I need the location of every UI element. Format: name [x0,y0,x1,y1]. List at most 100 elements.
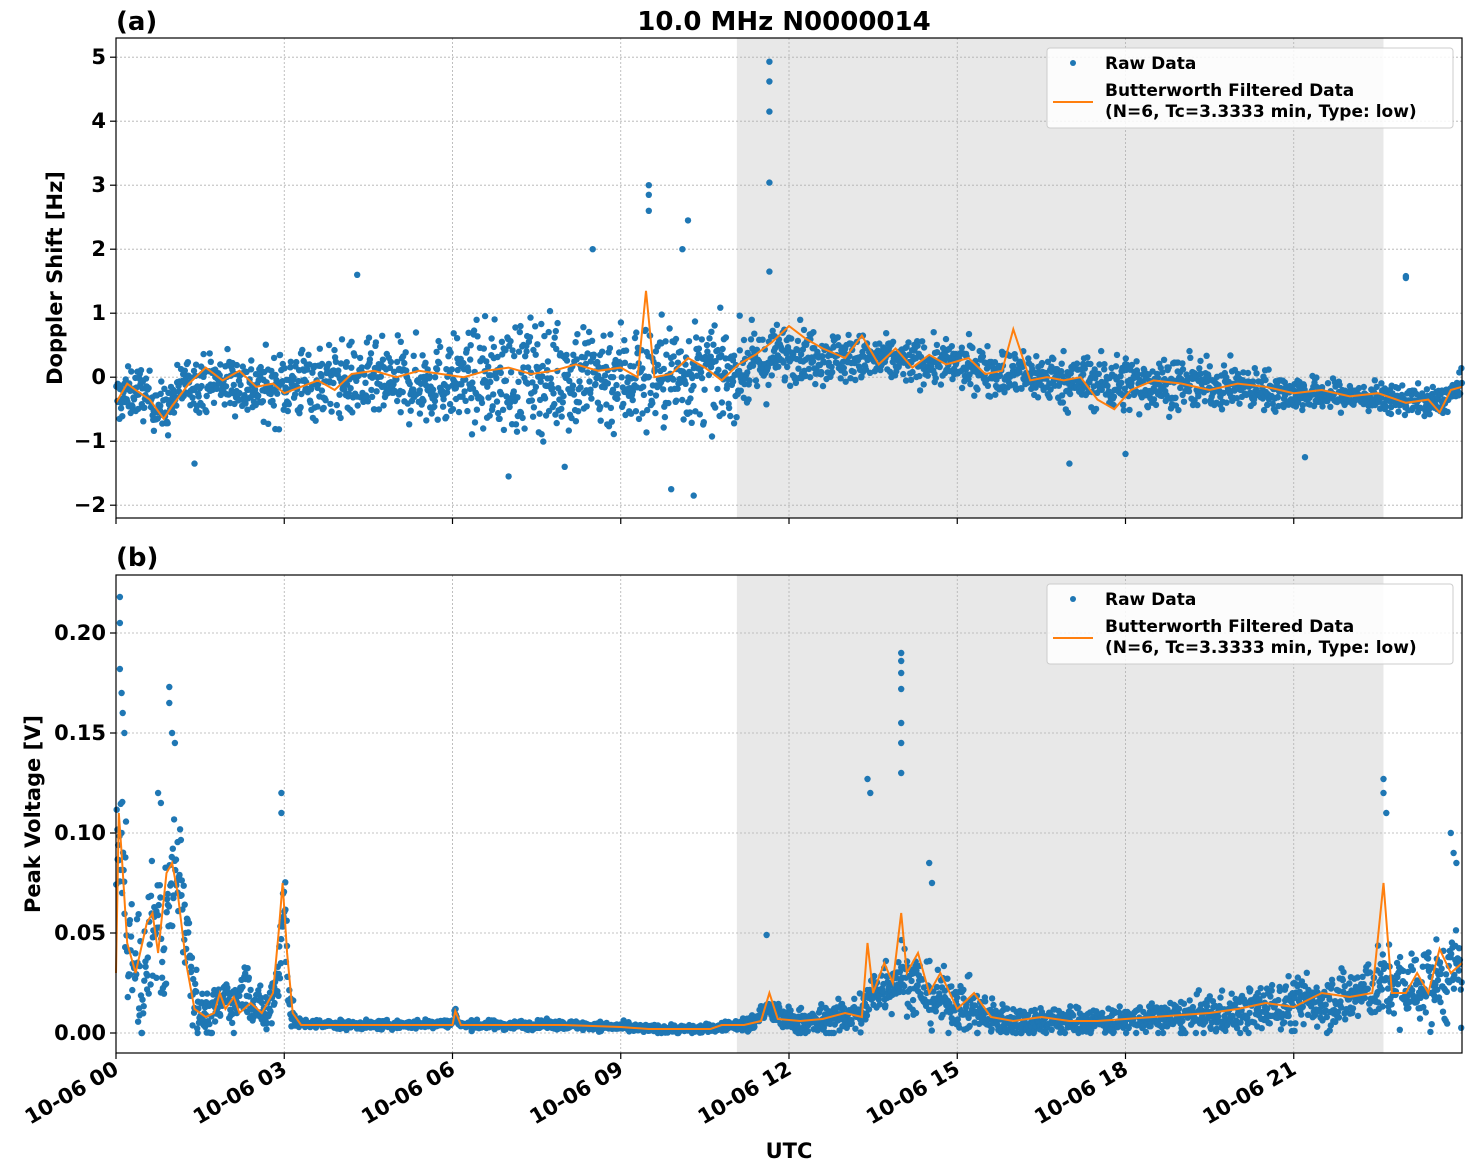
raw-point [564,371,571,378]
raw-point [841,369,848,377]
raw-point [354,402,361,409]
raw-point [719,345,726,353]
raw-point [930,329,937,336]
raw-point [480,425,487,432]
raw-point-outlier [766,58,773,65]
y-tick-label: −2 [74,493,106,517]
raw-point [538,431,545,438]
raw-point [563,351,570,359]
raw-point [613,381,620,389]
raw-point [768,372,775,379]
raw-point [420,397,427,405]
raw-point [705,371,713,379]
raw-point [184,359,192,366]
raw-point [769,327,776,334]
raw-point [327,400,334,408]
raw-point [172,856,180,863]
raw-point [140,418,147,425]
raw-point [512,421,520,428]
raw-point [122,818,130,825]
raw-point [245,974,252,981]
raw-point [1196,365,1203,372]
raw-point [170,409,178,416]
raw-point [140,1003,147,1010]
raw-point [698,374,706,382]
raw-point [516,328,523,336]
raw-point [426,373,433,380]
raw-point [193,966,200,973]
raw-point [719,410,727,417]
raw-point [688,419,695,426]
raw-point [1154,374,1162,381]
panel-a-legend: Raw Data Butterworth Filtered Data (N=6,… [1046,47,1454,129]
raw-point [644,406,651,414]
raw-point [818,368,825,376]
raw-point [119,798,126,806]
raw-point [290,374,297,381]
raw-point [982,998,989,1005]
raw-point [140,1010,147,1017]
raw-point [177,836,185,844]
raw-point [682,380,689,387]
raw-point [590,351,598,358]
raw-point [953,994,961,1001]
raw-point [736,367,743,375]
raw-point [119,413,126,420]
raw-point [610,430,617,438]
raw-point [736,312,743,319]
legend-raw-marker [1070,60,1076,66]
raw-point [513,428,521,435]
raw-point [465,329,472,336]
raw-point [563,357,571,364]
raw-point [788,335,795,342]
raw-point [345,390,353,397]
raw-point [176,871,183,879]
raw-point-outlier [679,246,686,253]
raw-point [465,367,472,374]
raw-point [397,409,404,416]
raw-point [314,381,322,388]
raw-point [1371,377,1379,384]
raw-point [168,880,175,887]
raw-point [537,378,544,385]
raw-point [532,383,540,391]
raw-point [614,391,621,398]
raw-point-outlier [354,271,361,278]
raw-point [1016,369,1023,376]
raw-point [690,382,697,390]
raw-point [364,398,372,405]
raw-point [608,418,615,425]
raw-point [698,336,705,343]
raw-point [1050,355,1057,363]
raw-point [1382,402,1389,410]
raw-point [837,375,844,382]
raw-point [1324,380,1332,387]
raw-point [674,385,681,392]
raw-point [1249,378,1257,385]
raw-point [565,427,572,434]
raw-point [987,393,994,400]
raw-point [284,407,291,415]
raw-point [715,366,722,373]
raw-point [1426,411,1433,418]
raw-point [464,407,471,415]
raw-point [330,379,337,387]
raw-point [725,404,733,412]
raw-point [128,368,135,375]
raw-point [820,359,828,366]
raw-point [129,986,136,994]
raw-point [672,335,680,343]
raw-point [318,373,325,380]
raw-point [1133,358,1140,365]
raw-point [164,890,171,898]
raw-point [541,332,548,340]
raw-point [416,387,423,394]
raw-point [1373,383,1380,391]
raw-point [1099,1009,1106,1017]
raw-point [486,412,493,419]
raw-point [536,410,543,417]
y-tick-label: 5 [91,45,106,69]
raw-point [468,394,475,402]
raw-point [599,348,606,355]
